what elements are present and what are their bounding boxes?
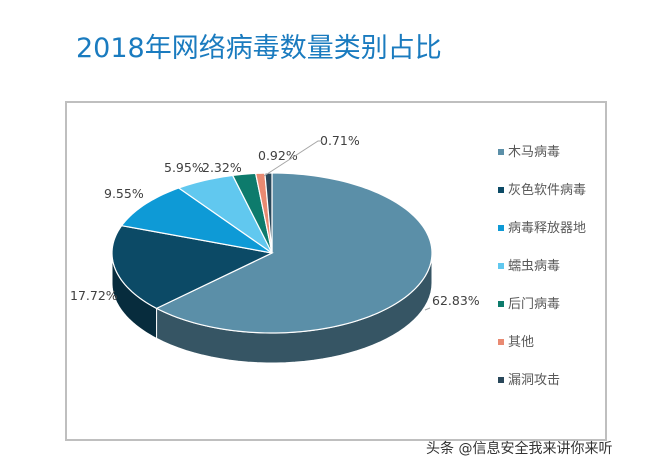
legend-label-6: 漏洞攻击 [508,372,560,388]
data-label-0: 62.83% [432,293,480,308]
legend-swatch-2 [498,225,504,231]
chart-frame [65,101,607,441]
legend-label-1: 灰色软件病毒 [508,182,586,198]
pie-slice-2 [120,187,273,254]
legend-label-0: 木马病毒 [508,145,560,160]
legend-swatch-0 [498,149,504,155]
data-label-5: 0.92% [258,148,298,163]
page-title: 2018年网络病毒数量类别占比 [76,33,442,64]
legend-label-5: 其他 [508,335,534,350]
data-label-6: 0.71% [320,133,360,148]
legend-label-3: 蠕虫病毒 [508,259,560,274]
legend-swatch-1 [498,187,504,193]
data-label-1: 17.72% [70,288,118,303]
watermark: 头条 @信息安全我来讲你来听 [426,441,613,457]
legend-swatch-4 [498,301,504,307]
data-label-3: 5.95% [164,160,204,175]
pie-slice-3 [177,174,273,254]
legend-label-4: 后门病毒 [508,297,560,312]
pie-slice-0 [155,172,433,334]
legend-swatch-3 [498,263,504,269]
leader-line [424,307,431,311]
legend-swatch-5 [498,339,504,345]
legend-label-2: 病毒释放器地 [508,221,586,236]
data-label-2: 9.55% [104,186,144,201]
pie-slice-4 [231,172,273,254]
data-label-4: 2.32% [202,160,242,175]
leader-line [263,140,322,177]
pie-slice-1 [111,225,274,310]
legend-swatch-6 [498,377,504,383]
